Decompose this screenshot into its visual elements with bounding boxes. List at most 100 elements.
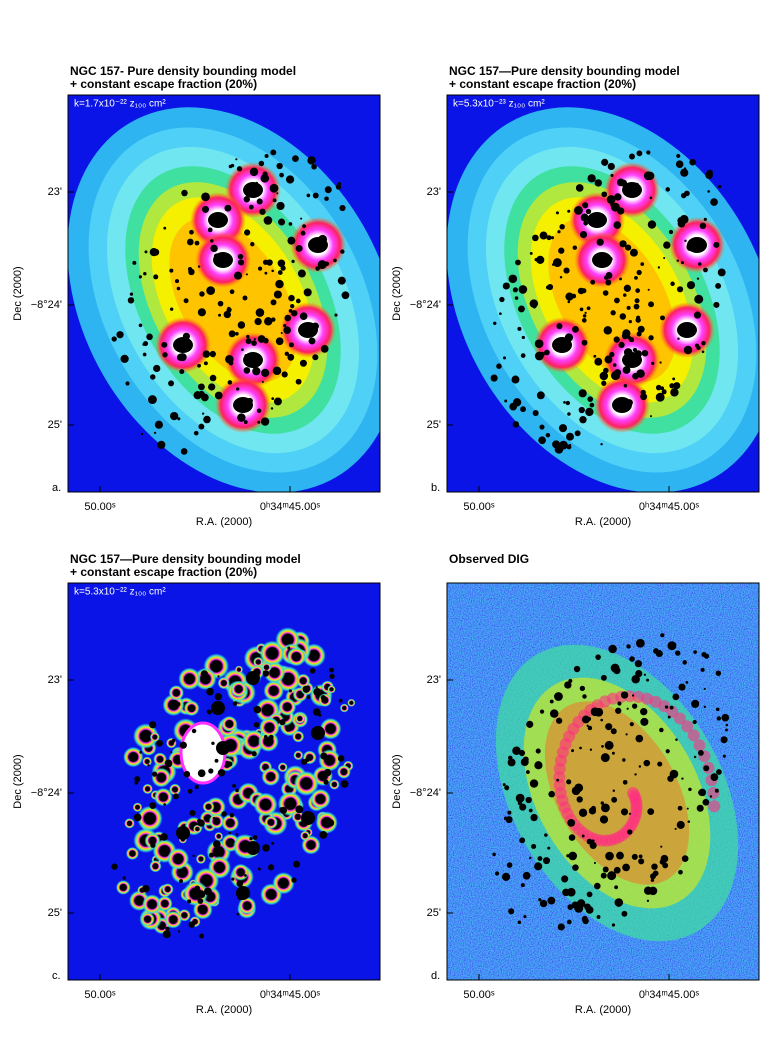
hii-region [243,196,250,203]
panel-title: Observed DIG [449,552,529,566]
hii-region [179,369,185,375]
hii-region [567,904,574,911]
hii-region [281,371,288,378]
panel-letter: c. [52,970,61,982]
hii-region [681,855,689,862]
hii-region [593,861,597,865]
hii-region [610,202,620,212]
clump [347,698,356,707]
hii-region [235,833,239,836]
hii-region [228,330,236,338]
hii-region [558,247,565,254]
hii-region [647,808,655,815]
hii-region [116,331,124,339]
hii-region [189,810,196,817]
image [447,583,759,980]
x-axis-label: R.A. (2000) [575,1004,631,1016]
hii-region [237,321,246,329]
hii-region [651,863,658,870]
hii-region [582,694,587,699]
hii-region [277,259,286,268]
hii-region [213,840,221,848]
hii-region [295,805,304,814]
hii-region [607,871,617,881]
hii-region [499,296,505,303]
hii-region [255,308,265,317]
hii-region [590,279,596,285]
hii-region [507,810,512,815]
hii-region [589,402,595,408]
clump [142,894,162,915]
hii-region [511,375,520,384]
hii-region [284,314,292,322]
hii-region [552,258,562,267]
hii-region [329,673,335,679]
hii-region [285,175,295,184]
hii-region [629,248,638,257]
x-tick-label: 50.00ˢ [84,501,116,513]
hii-region [288,294,295,302]
hii-region [629,656,635,662]
hii-region [622,863,630,872]
hii-region [696,277,700,280]
hii-region [187,899,192,904]
hii-region [610,728,617,735]
hii-region [602,290,609,296]
hii-region [312,192,319,199]
hii-region [613,221,622,229]
hii-region [508,755,513,761]
hii-region [165,926,170,931]
panel: Observed DIG 23' −8°24' 25' 50.00ˢ 0ʰ34ᵐ45.00… [391,552,760,1016]
hii-region [640,262,645,266]
hii-region [600,443,603,446]
frame [446,582,760,981]
hii-region [660,845,663,848]
hii-region [697,749,704,756]
x-tick-label: 0ʰ34ᵐ45.00ˢ [260,989,320,1001]
hii-region [565,292,574,301]
hii-region [646,171,655,181]
hii-region [176,353,185,361]
hii-region [237,893,244,901]
clump [261,767,281,786]
hii-region [631,675,640,684]
hii-region [200,670,209,678]
hii-region [646,678,650,682]
clump [221,814,240,832]
hii-region [702,798,710,806]
hii-region [502,282,510,290]
hii-region [578,389,587,398]
hii-region [554,444,564,454]
hii-region [209,350,216,358]
hii-region [337,276,346,285]
hii-region [581,339,588,346]
hii-region [703,653,710,659]
hii-region [341,291,350,300]
hii-region [293,860,301,868]
hii-region [262,419,269,426]
hii-region [648,335,654,341]
hii-region [604,355,613,364]
hii-region [264,317,273,326]
hii-region [619,277,623,281]
hii-region [214,758,219,763]
hii-region [183,298,189,304]
clump [318,693,332,707]
hii-region [180,448,188,455]
clump [327,685,336,694]
hii-region [640,717,649,726]
clump [142,783,153,795]
hii-region [250,242,255,247]
hii-region [567,300,571,304]
hii-region [232,701,238,706]
hii-region [585,407,594,417]
clump [178,667,201,691]
hii-region [558,424,568,433]
hii-region [261,380,264,383]
hii-region [201,192,210,202]
hii-region [291,310,298,317]
hii-region [605,279,612,286]
hii-region [273,290,282,299]
hii-region [675,160,684,168]
hii-region [571,786,581,796]
